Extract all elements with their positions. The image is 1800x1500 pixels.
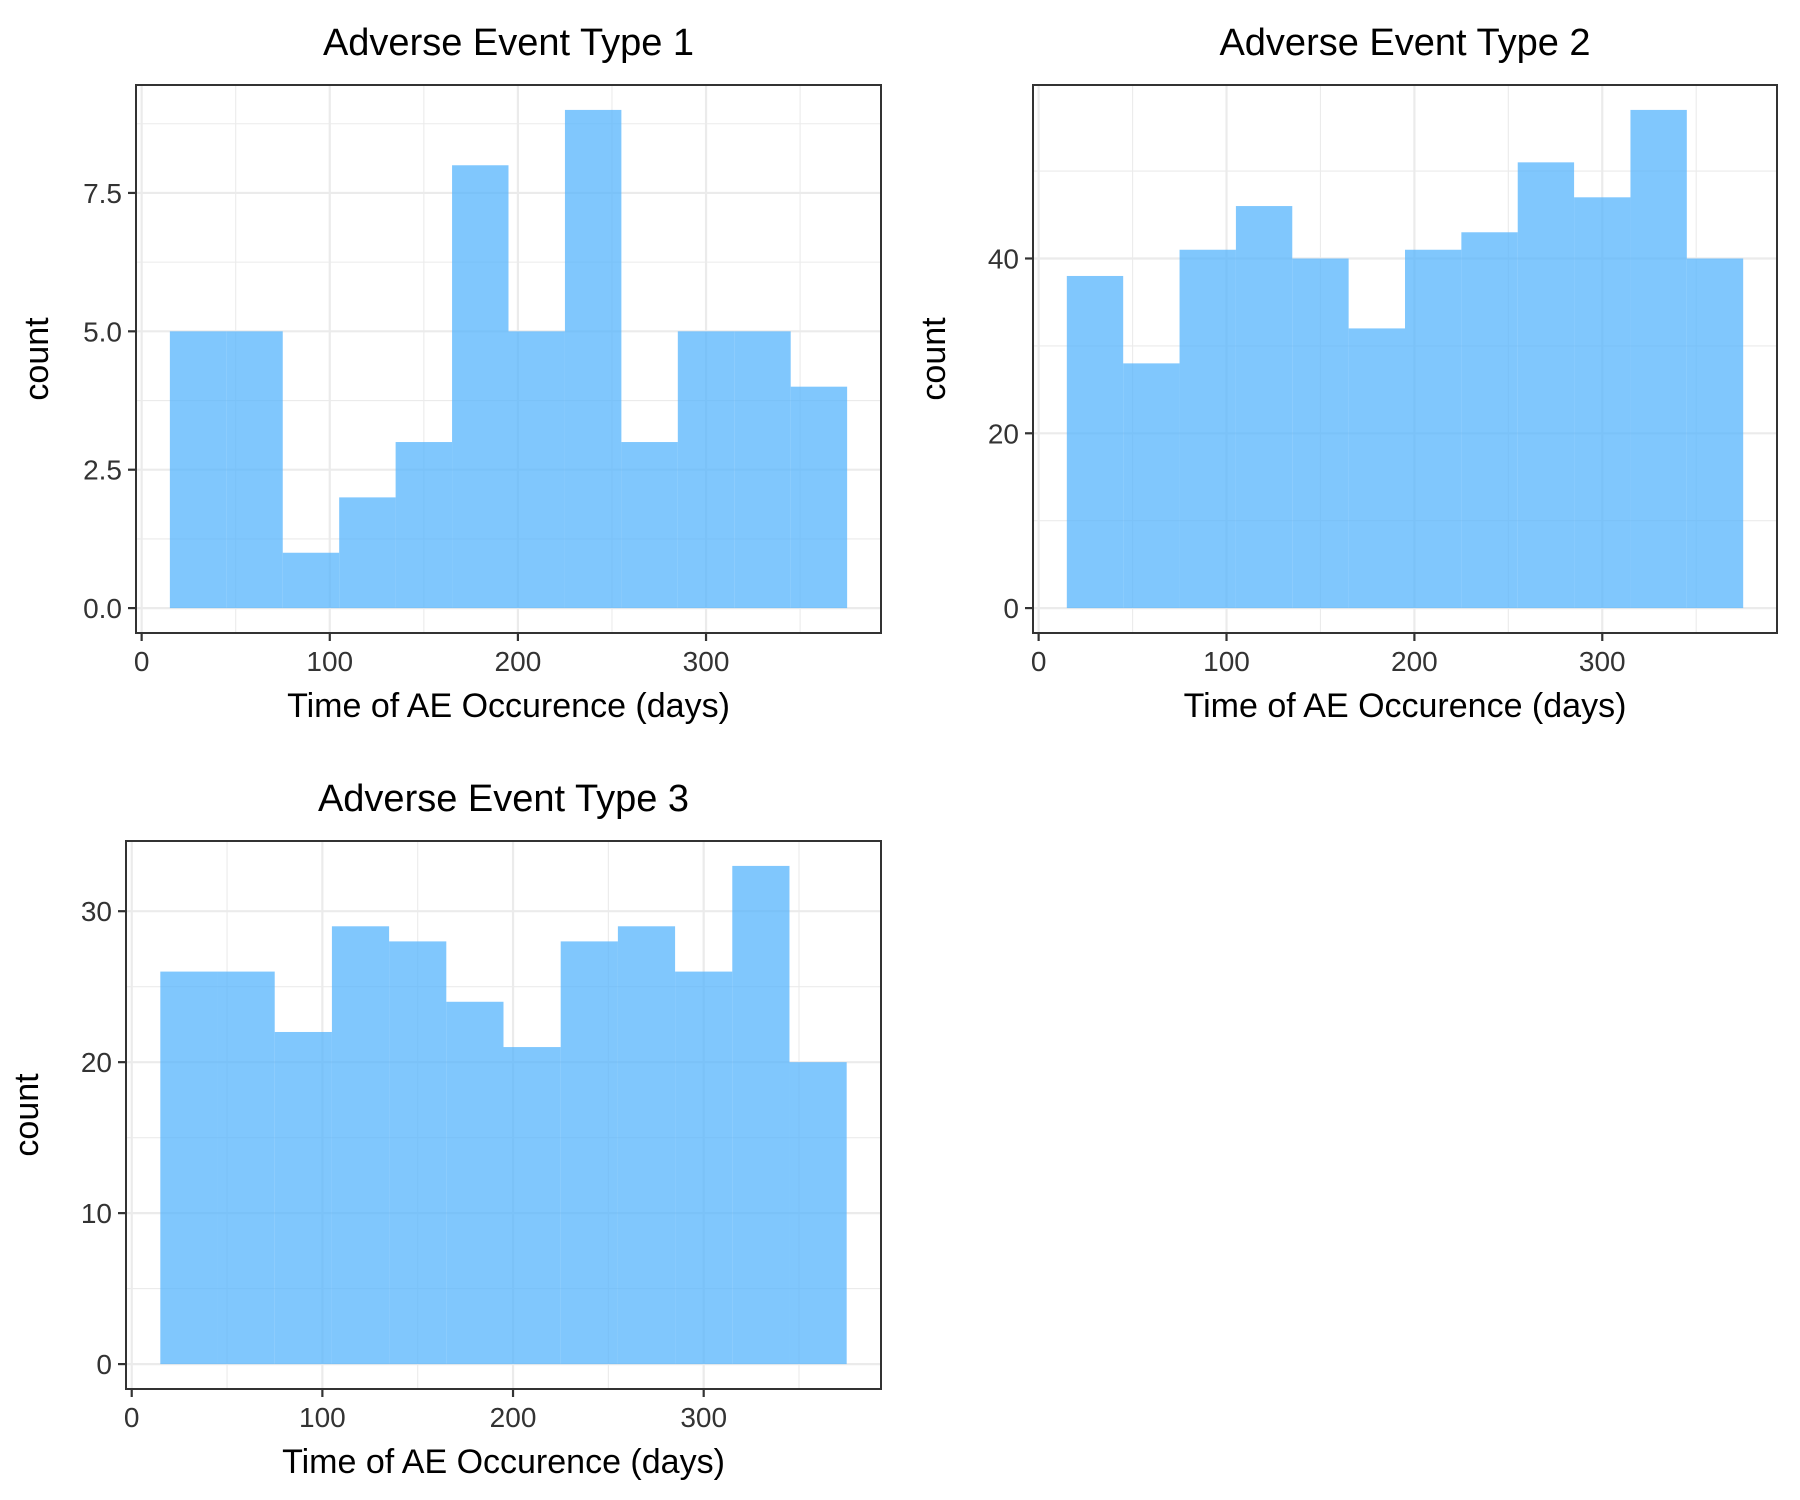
- x-tick-label: 100: [299, 1402, 346, 1433]
- y-tick-label: 0.0: [83, 593, 122, 624]
- histogram-bar: [217, 971, 275, 1365]
- y-tick-label: 20: [81, 1047, 112, 1078]
- histogram-bar: [389, 941, 447, 1365]
- x-tick-label: 300: [683, 646, 730, 677]
- histogram-bar: [339, 497, 396, 609]
- histogram-bar: [282, 552, 340, 609]
- y-tick-label: 10: [81, 1198, 112, 1229]
- x-axis-label: Time of AE Occurence (days): [287, 687, 730, 725]
- histogram-bar: [331, 926, 390, 1365]
- x-tick-label: 0: [1031, 646, 1047, 677]
- x-tick-label: 100: [306, 646, 353, 677]
- histogram-bar: [790, 386, 848, 609]
- histogram-bar: [1517, 162, 1575, 609]
- x-tick-label: 200: [495, 646, 542, 677]
- y-axis-label: count: [18, 317, 56, 401]
- panel-title: Adverse Event Type 1: [323, 22, 694, 64]
- y-tick-label: 5.0: [83, 316, 122, 347]
- y-tick-label: 7.5: [83, 178, 122, 209]
- x-axis-label: Time of AE Occurence (days): [1184, 687, 1627, 725]
- panel-title: Adverse Event Type 2: [1219, 22, 1590, 64]
- histogram-bar: [395, 442, 453, 609]
- y-tick-label: 0: [1003, 593, 1019, 624]
- x-tick-label: 200: [1391, 646, 1438, 677]
- histogram-bar: [1292, 258, 1349, 609]
- histogram-bar: [560, 941, 618, 1365]
- histogram-bar: [732, 865, 790, 1365]
- panel-border: [125, 840, 882, 1390]
- y-tick-label: 20: [988, 418, 1019, 449]
- x-axis-label: Time of AE Occurence (days): [282, 1443, 725, 1481]
- histogram-bar: [1630, 109, 1687, 609]
- histogram-bar: [1235, 206, 1293, 609]
- histogram-bar: [1179, 249, 1236, 609]
- x-tick-label: 200: [490, 1402, 537, 1433]
- histogram-bar: [617, 926, 676, 1365]
- panel-ae-type-3: Adverse Event Type 3 Time of AE Occurenc…: [8, 778, 882, 1481]
- histogram-bar: [1574, 197, 1631, 609]
- histogram-bar: [677, 331, 735, 609]
- histogram-bar: [1686, 258, 1744, 609]
- histogram-bar: [1123, 363, 1180, 609]
- histogram-bar: [621, 442, 678, 609]
- x-tick-label: 100: [1203, 646, 1250, 677]
- histogram-bar: [789, 1062, 847, 1365]
- histogram-bar: [508, 331, 565, 609]
- histogram-bar: [446, 1001, 504, 1365]
- histogram-bar: [169, 331, 227, 609]
- histogram-bar: [503, 1047, 561, 1365]
- y-tick-label: 30: [81, 896, 112, 927]
- histogram-bar: [675, 971, 733, 1365]
- y-axis-label: count: [8, 1073, 46, 1157]
- histogram-bar: [1066, 275, 1124, 609]
- histogram-bar: [564, 109, 622, 609]
- x-tick-label: 0: [134, 646, 150, 677]
- histogram-bar: [452, 165, 509, 609]
- histogram-bar: [226, 331, 283, 609]
- histogram-bar: [1405, 249, 1462, 609]
- panel-ae-type-1: Adverse Event Type 1 Time of AE Occurenc…: [18, 22, 882, 725]
- y-axis-label: count: [915, 317, 953, 401]
- panel-border: [1032, 84, 1778, 634]
- panel-ae-type-2: Adverse Event Type 2 Time of AE Occurenc…: [915, 22, 1778, 725]
- histogram-bar: [1461, 232, 1518, 609]
- histogram-bar: [160, 971, 218, 1365]
- panel-border: [135, 84, 882, 634]
- panel-title: Adverse Event Type 3: [318, 778, 689, 820]
- histogram-bar: [734, 331, 791, 609]
- histogram-bar: [274, 1031, 332, 1365]
- y-tick-label: 2.5: [83, 455, 122, 486]
- x-tick-label: 300: [680, 1402, 727, 1433]
- x-tick-label: 300: [1579, 646, 1626, 677]
- histogram-bar: [1348, 328, 1405, 609]
- x-tick-label: 0: [124, 1402, 140, 1433]
- y-tick-label: 40: [988, 243, 1019, 274]
- y-tick-label: 0: [96, 1349, 112, 1380]
